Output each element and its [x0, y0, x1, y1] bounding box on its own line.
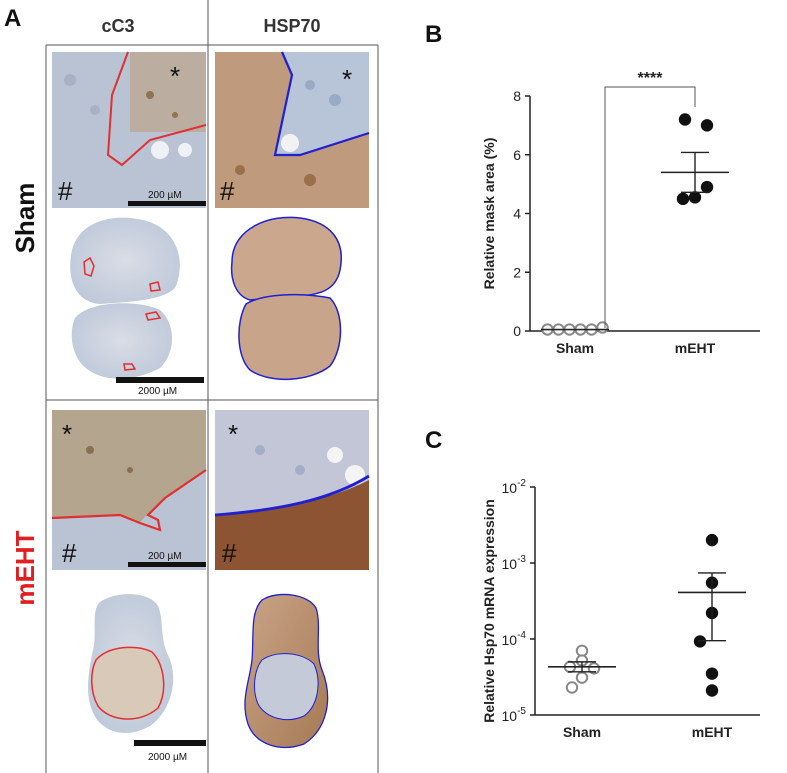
panel-c-axes: 10-5 10-4 10-3 10-2 Sham mEHT	[502, 478, 760, 740]
panel-c-data-point	[565, 681, 579, 694]
sham-cc3-overview-scale-bar	[116, 377, 204, 383]
panel-c-x-category-label: mEHT	[692, 724, 733, 740]
panel-b-significance: ****	[638, 70, 664, 87]
meht-hsp70-overview	[244, 593, 329, 748]
panel-c-data-point	[705, 684, 719, 697]
panel-b-y-tick-label: 4	[513, 206, 521, 222]
panel-b: B Relative mask area (%) 0 2 4 6 8 Sham mEHT *…	[425, 21, 760, 356]
panel-b-marks	[541, 86, 729, 336]
sham-cc3-overview: 2000 µM	[70, 217, 204, 397]
panel-c-data-point	[705, 533, 719, 547]
col-header-hsp70: HSP70	[263, 16, 320, 36]
panel-a-letter: A	[4, 5, 21, 32]
panel-b-x-category-label: mEHT	[675, 340, 716, 356]
panel-b-data-point	[678, 113, 692, 126]
panel-b-y-tick-label: 6	[513, 147, 521, 163]
meht-hsp70-micrograph: * #	[214, 410, 370, 570]
panel-b-data-point	[688, 191, 702, 204]
meht-hsp70-star: *	[228, 419, 238, 449]
sham-hsp70-star: *	[342, 64, 352, 94]
panel-c-y-axis-title: Relative Hsp70 mRNA expression	[481, 499, 497, 723]
meht-cc3-star: *	[62, 419, 72, 449]
panel-c-data-point	[587, 662, 601, 675]
panel-b-letter: B	[425, 21, 442, 48]
panel-b-data-point	[700, 119, 714, 132]
meht-cc3-scale-label: 200 µM	[148, 551, 182, 562]
panel-c-y-tick-label: 10-3	[502, 554, 527, 572]
panel-c-marks	[548, 533, 746, 697]
sham-cc3-micrograph: * # 200 µM	[52, 51, 207, 208]
sham-cc3-scale-label: 200 µM	[148, 190, 182, 201]
sham-hsp70-hash: #	[220, 176, 235, 206]
col-header-cc3: cC3	[101, 16, 134, 36]
sham-cc3-hash: #	[58, 176, 73, 206]
sham-cc3-scale-bar	[128, 201, 206, 206]
panel-b-data-point	[596, 321, 609, 334]
meht-cc3-micrograph: * # 200 µM	[51, 410, 207, 570]
panel-c: C Relative Hsp70 mRNA expression 10-510-…	[425, 427, 760, 740]
panel-b-significance-bracket	[604, 86, 696, 328]
panel-c-y-tick-label: 10-2	[502, 478, 527, 496]
meht-cc3-hash: #	[62, 538, 77, 568]
panel-b-data-point	[676, 192, 690, 206]
panel-b-y-tick-label: 2	[513, 264, 521, 280]
panel-c-data-point	[575, 671, 589, 684]
panel-b-y-tick-label: 0	[513, 323, 521, 339]
panel-c-data-point	[693, 635, 707, 648]
sham-hsp70-overview	[230, 216, 342, 380]
sham-cc3-star: *	[170, 61, 180, 91]
meht-cc3-overview: 2000 µM	[88, 594, 206, 763]
sham-cc3-overview-scale-label: 2000 µM	[138, 386, 177, 397]
panel-c-y-tick-label: 10-5	[502, 706, 527, 724]
row-label-sham: Sham	[10, 183, 40, 254]
panel-c-x-category-label: Sham	[563, 724, 601, 740]
panel-b-axes: 0 2 4 6 8 Sham mEHT	[513, 88, 760, 356]
meht-cc3-overview-scale-label: 2000 µM	[148, 752, 187, 763]
panel-a: A cC3 HSP70 Sham mEHT * # 200 µM	[4, 0, 379, 773]
meht-cc3-overview-scale-bar	[134, 740, 206, 746]
panel-b-y-tick-label: 8	[513, 88, 521, 104]
row-label-meht: mEHT	[10, 530, 40, 605]
meht-cc3-scale-bar	[128, 562, 206, 567]
panel-b-data-point	[700, 180, 714, 194]
panel-c-letter: C	[425, 427, 442, 454]
panel-c-y-tick-label: 10-4	[502, 630, 527, 648]
sham-hsp70-micrograph: * #	[215, 51, 370, 208]
panel-c-data-point	[705, 667, 719, 680]
meht-hsp70-hash: #	[222, 538, 237, 568]
panel-b-y-axis-title: Relative mask area (%)	[481, 138, 497, 290]
panel-b-x-category-label: Sham	[556, 340, 594, 356]
